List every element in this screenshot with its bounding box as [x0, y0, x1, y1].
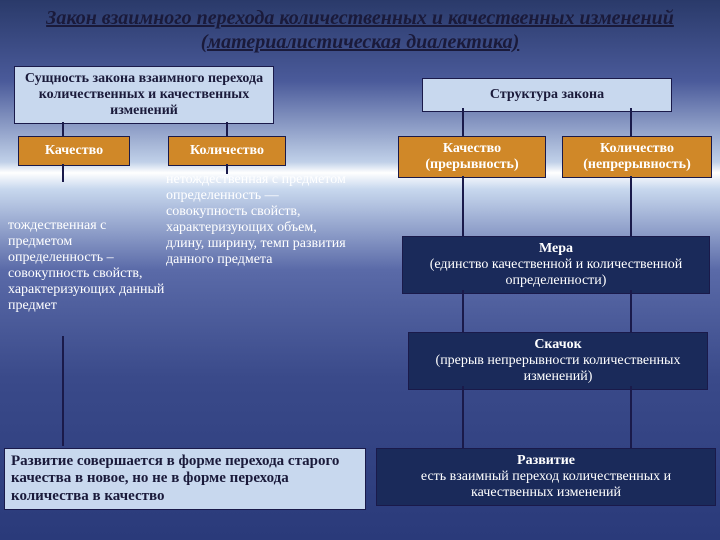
right-razvitie: Развитие есть взаимный переход количеств…: [376, 448, 716, 506]
skachok-desc: (прерыв непрерывности количественных изм…: [415, 353, 701, 385]
right-skachok: Скачок (прерыв непрерывности количествен…: [408, 332, 708, 390]
connector: [226, 122, 228, 136]
connector: [630, 290, 632, 332]
left-quality-def: тождественная с предметом определенность…: [8, 218, 166, 315]
left-header: Сущность закона взаимного перехода колич…: [14, 66, 274, 124]
right-quality: Качество (прерывность): [398, 136, 546, 178]
connector: [462, 290, 464, 332]
connector: [462, 386, 464, 448]
left-quantity: Количество: [168, 136, 286, 166]
connector: [462, 108, 464, 136]
connector: [630, 108, 632, 136]
left-quantity-def: нетождественная с предметом определеннос…: [166, 172, 346, 269]
mera-desc: (единство качественной и количественной …: [409, 257, 703, 289]
connector: [62, 164, 64, 182]
connector: [462, 176, 464, 236]
skachok-title: Скачок: [415, 337, 701, 353]
page-title: Закон взаимного перехода количественных …: [0, 0, 720, 56]
razvitie-title: Развитие: [383, 453, 709, 469]
connector: [630, 386, 632, 448]
connector: [62, 336, 64, 446]
right-quality-label: Качество (прерывность): [425, 141, 518, 172]
left-quality: Качество: [18, 136, 130, 166]
left-bottom: Развитие совершается в форме перехода ст…: [4, 448, 366, 510]
razvitie-desc: есть взаимный переход количественных и к…: [383, 469, 709, 501]
right-mera: Мера (единство качественной и количестве…: [402, 236, 710, 294]
connector: [62, 122, 64, 136]
right-quantity: Количество (непрерывность): [562, 136, 712, 178]
mera-title: Мера: [409, 241, 703, 257]
connector: [630, 176, 632, 236]
right-quantity-label: Количество (непрерывность): [583, 141, 691, 172]
right-header: Структура закона: [422, 78, 672, 112]
